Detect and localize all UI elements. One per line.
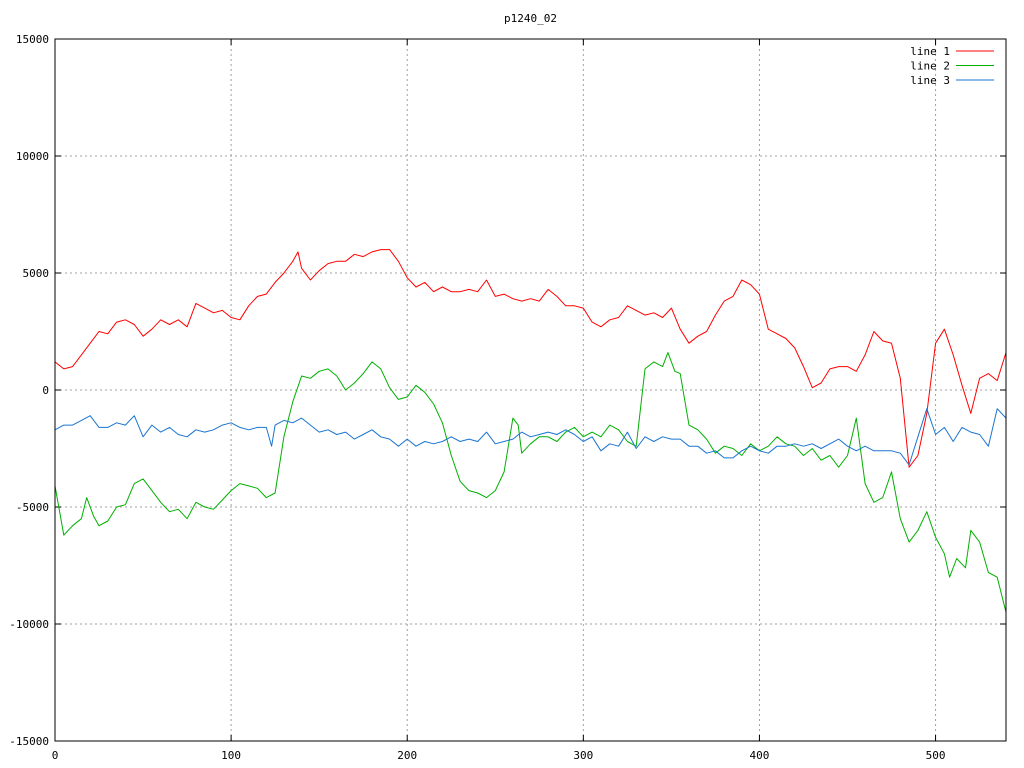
- y-tick-label: 15000: [16, 33, 49, 46]
- tick-layer: -15000 -10000 -5000 0 5000 10000 15000 0 100 200 3…: [9, 33, 1006, 762]
- y-tick-label: 5000: [23, 267, 50, 280]
- grid-layer: [55, 39, 1006, 741]
- series-line-2: [54, 352, 1007, 613]
- series-layer: [54, 249, 1007, 613]
- series-line-1: [54, 249, 1007, 468]
- x-tick-label: 500: [926, 749, 946, 762]
- legend-label: line 3: [910, 74, 950, 87]
- legend-label: line 2: [910, 60, 950, 73]
- chart-title: p1240_02: [504, 12, 557, 25]
- series-line-3: [54, 408, 1007, 466]
- y-tick-label: 10000: [16, 150, 49, 163]
- x-tick-label: 300: [573, 749, 593, 762]
- y-tick-label: -15000: [9, 735, 49, 748]
- legend-label: line 1: [910, 45, 950, 58]
- y-tick-label: -10000: [9, 618, 49, 631]
- plot-frame: [54, 38, 1007, 742]
- y-tick-label: 0: [42, 384, 49, 397]
- y-tick-label: -5000: [16, 501, 49, 514]
- x-tick-label: 400: [750, 749, 770, 762]
- x-tick-label: 200: [397, 749, 417, 762]
- x-tick-label: 0: [52, 749, 59, 762]
- x-tick-label: 100: [221, 749, 241, 762]
